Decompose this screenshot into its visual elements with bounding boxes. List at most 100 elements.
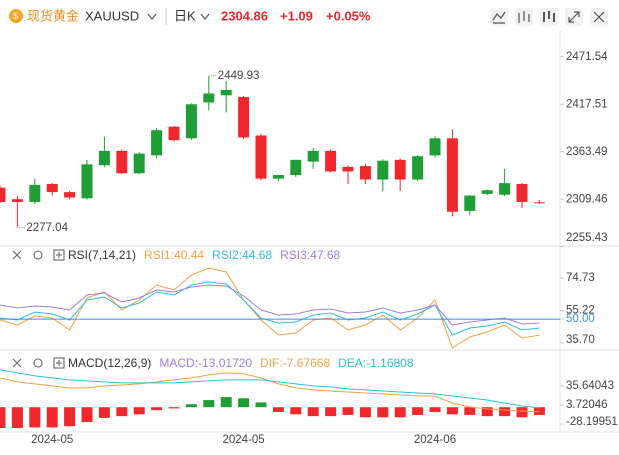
plot-area	[0, 75, 545, 429]
candle-body	[46, 184, 58, 193]
histogram-bar	[133, 407, 145, 415]
histogram-bar	[394, 407, 406, 418]
candle-body	[499, 183, 511, 195]
histogram-bar	[359, 407, 371, 418]
histogram-bar	[168, 407, 180, 409]
candle-body	[481, 190, 493, 194]
candle-body	[359, 166, 371, 180]
legend-entry: RSI3:47.68	[280, 248, 340, 262]
candle-body	[377, 160, 389, 180]
histogram-bar	[220, 397, 232, 408]
pane-title: RSI(7,14,21)	[68, 248, 136, 262]
candle-body	[0, 187, 6, 202]
candle-body	[533, 202, 545, 204]
change: +1.09	[280, 8, 313, 23]
indicator-icon[interactable]	[492, 11, 506, 24]
chart-type-icon[interactable]	[543, 11, 555, 22]
histogram-bar	[325, 407, 337, 417]
y-tick-label: 35.64043	[566, 380, 614, 392]
change-pct: +0.05%	[326, 8, 371, 23]
histogram-bar	[342, 407, 354, 415]
histogram-bar	[307, 407, 319, 417]
histogram-bar	[533, 407, 545, 415]
y-tick-label: 3.72046	[566, 399, 608, 411]
candle-body	[81, 164, 93, 199]
y-tick-label: 2417.51	[566, 98, 608, 110]
histogram-bar	[238, 398, 250, 408]
pane-close[interactable]	[12, 358, 22, 368]
dropdown-arrow[interactable]	[200, 13, 210, 20]
x-tick-label: 2024-05	[222, 434, 264, 446]
candle-body	[116, 150, 128, 174]
candle-body	[185, 104, 197, 139]
y-tick-label: 2363.49	[566, 146, 608, 158]
pane-settings[interactable]	[33, 358, 43, 368]
histogram-bar	[255, 402, 267, 408]
candle-body	[238, 97, 250, 138]
candle-body	[464, 195, 476, 211]
symbol-icon	[9, 9, 23, 23]
histogram-bar	[0, 407, 6, 429]
symbol-code[interactable]: XAUUSD	[85, 8, 139, 23]
pane-title: MACD(12,26,9)	[68, 356, 151, 370]
y-tick-label: 2309.46	[566, 193, 608, 205]
candle-icon[interactable]	[518, 11, 530, 23]
candle-body	[429, 138, 441, 156]
y-tick-label: 2255.43	[566, 232, 608, 244]
histogram-bar	[64, 407, 76, 427]
annotation: 2449.93	[218, 70, 260, 82]
expand-icon[interactable]	[568, 11, 580, 23]
y-tick-label: 50.00	[566, 313, 595, 325]
pane-toggle-plus	[56, 252, 62, 258]
candle-body	[516, 184, 528, 202]
histogram-bar	[499, 407, 511, 417]
histogram-bar	[290, 407, 302, 415]
histogram-bar	[429, 407, 441, 412]
candle-body	[98, 150, 110, 166]
legend-entry: DIF:-7.67668	[260, 356, 330, 370]
series-line	[0, 284, 540, 326]
candle-body	[307, 150, 319, 162]
pane-toggle-plus	[56, 360, 62, 366]
dropdown-arrow[interactable]	[147, 13, 157, 20]
x-tick-label: 2024-06	[414, 434, 456, 446]
candle-body	[272, 175, 284, 179]
icon-glyph: $	[13, 11, 18, 21]
candle-body	[133, 153, 145, 174]
annotation: 2277.04	[26, 222, 68, 234]
candle-body	[394, 159, 406, 180]
x-tick-label: 2024-05	[31, 434, 73, 446]
legend-entry: MACD:-13.01720	[159, 356, 252, 370]
y-tick-label: 74.73	[566, 272, 595, 284]
candle-body	[412, 156, 424, 180]
candle-body	[64, 192, 76, 198]
series-line	[0, 267, 540, 349]
histogram-bar	[81, 407, 93, 423]
pane-close[interactable]	[12, 250, 22, 260]
histogram-bar	[446, 407, 458, 415]
histogram-bar	[98, 407, 110, 418]
symbol-name[interactable]: 现货黄金	[27, 8, 79, 23]
pane-toggle[interactable]	[53, 249, 65, 261]
histogram-bar	[11, 407, 23, 429]
tool-button[interactable]	[490, 8, 508, 26]
pane-settings[interactable]	[33, 250, 43, 260]
pane-toggle[interactable]	[53, 357, 65, 369]
histogram-bar	[185, 404, 197, 408]
histogram-bar	[116, 407, 128, 417]
legend-entry: RSI1:40.44	[144, 248, 204, 262]
period[interactable]: 日K	[174, 8, 196, 23]
histogram-bar	[516, 407, 528, 418]
candle-body	[11, 199, 23, 202]
y-tick-label: 2471.54	[566, 51, 608, 63]
candle-body	[203, 93, 215, 103]
candle-body	[290, 159, 302, 176]
histogram-bar	[29, 407, 41, 428]
histogram-bar	[412, 407, 424, 415]
close-icon[interactable]	[593, 11, 605, 23]
histogram-bar	[151, 407, 163, 411]
candle-body	[342, 166, 354, 172]
histogram-bar	[46, 407, 58, 428]
candle-body	[220, 89, 232, 96]
